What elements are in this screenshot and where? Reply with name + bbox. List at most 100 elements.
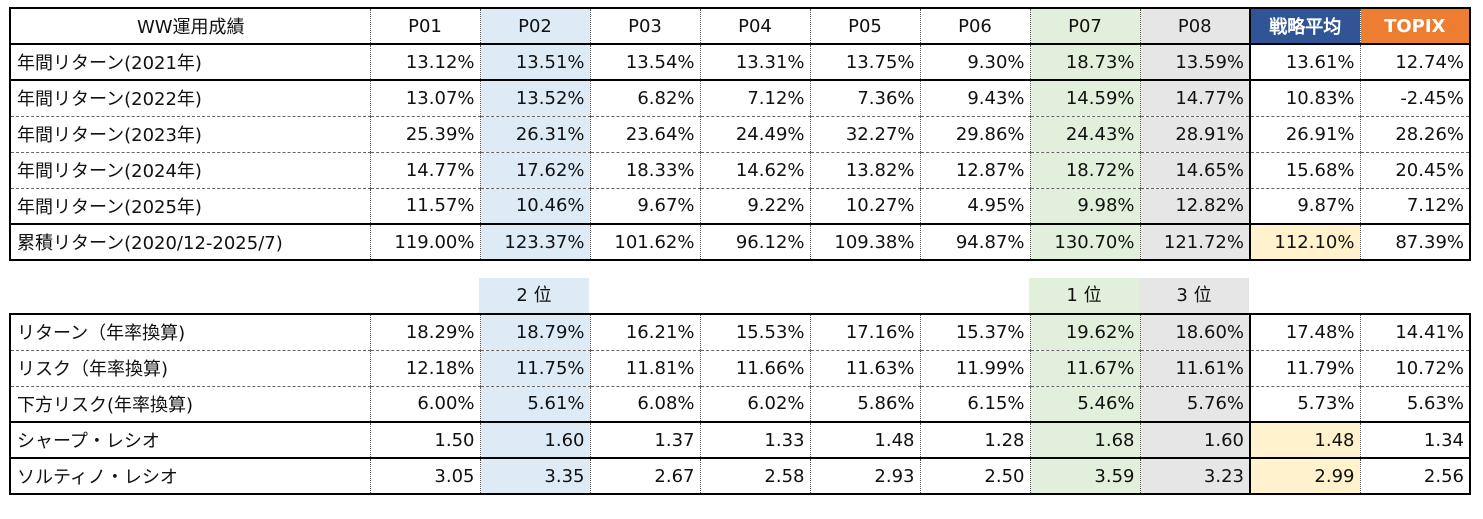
- table-cell: 112.10%: [1249, 223, 1360, 261]
- row-label: ソルティノ・レシオ: [9, 458, 370, 495]
- table-cell: 10.27%: [809, 188, 920, 225]
- header-strategy-average: 戦略平均: [1249, 7, 1360, 45]
- table-cell: 2.99: [1249, 458, 1360, 495]
- table-cell: 5.46%: [1029, 386, 1140, 423]
- table-cell: 87.39%: [1359, 223, 1471, 261]
- table-cell: 5.73%: [1249, 386, 1360, 423]
- table-cell: 18.29%: [369, 313, 480, 351]
- table-cell: 19.62%: [1029, 313, 1140, 351]
- table-cell: 14.65%: [1139, 152, 1250, 189]
- table-row: 年間リターン(2021年) 13.12% 13.51% 13.54% 13.31% 13.…: [9, 43, 1471, 81]
- table-cell: 1.33: [699, 421, 810, 459]
- table-cell: 3.05: [369, 458, 480, 495]
- risk-table: リターン（年率換算) 18.29% 18.79% 16.21% 15.53% 17.16%…: [9, 313, 1471, 495]
- table-cell: 101.62%: [589, 223, 700, 261]
- table-cell: 14.59%: [1029, 80, 1140, 117]
- table-cell: 5.63%: [1359, 386, 1471, 423]
- table-cell: 3.23: [1139, 458, 1250, 495]
- header-p08: P08: [1139, 7, 1250, 45]
- table-cell: 1.48: [809, 421, 920, 459]
- table-cell: 23.64%: [589, 116, 700, 153]
- table-cell: 130.70%: [1029, 223, 1140, 261]
- row-label: 年間リターン(2021年): [9, 43, 370, 81]
- header-p04: P04: [699, 7, 810, 45]
- table-cell: 7.12%: [1359, 188, 1471, 225]
- table-cell: 96.12%: [699, 223, 810, 261]
- header-row: WW運用成績 P01 P02 P03 P04 P05 P06 P07 P08 戦…: [9, 7, 1471, 45]
- table-cell: 2.50: [919, 458, 1030, 495]
- table-cell: 1.48: [1249, 421, 1360, 459]
- row-label: 累積リターン(2020/12-2025/7): [9, 223, 370, 261]
- table-cell: 26.31%: [479, 116, 590, 153]
- rank-p07: 1 位: [1029, 278, 1139, 313]
- rank-row: 2 位 1 位 3 位: [9, 278, 1475, 313]
- table-cell: 1.28: [919, 421, 1030, 459]
- table-cell: 13.82%: [809, 152, 920, 189]
- performance-table: WW運用成績 P01 P02 P03 P04 P05 P06 P07 P08 戦…: [9, 7, 1471, 261]
- table-cell: 28.26%: [1359, 116, 1471, 153]
- table-cell: 14.41%: [1359, 313, 1471, 351]
- header-p03: P03: [589, 7, 700, 45]
- table-cell: 1.34: [1359, 421, 1471, 459]
- table-cell: 18.73%: [1029, 43, 1140, 81]
- table-cell: 10.72%: [1359, 350, 1471, 387]
- table-cell: 119.00%: [369, 223, 480, 261]
- table-row: ソルティノ・レシオ 3.05 3.35 2.67 2.58 2.93 2.50 3.59 3.2…: [9, 458, 1471, 495]
- table-cell: 10.83%: [1249, 80, 1360, 117]
- table-cell: 25.39%: [369, 116, 480, 153]
- table-cell: 13.07%: [369, 80, 480, 117]
- table-cell: 2.93: [809, 458, 920, 495]
- table-cell: 6.08%: [589, 386, 700, 423]
- table-cell: 12.74%: [1359, 43, 1471, 81]
- table-cell: 9.87%: [1249, 188, 1360, 225]
- table-cell: 5.86%: [809, 386, 920, 423]
- table-cell: 109.38%: [809, 223, 920, 261]
- row-label: 年間リターン(2024年): [9, 152, 370, 189]
- table-cell: 9.98%: [1029, 188, 1140, 225]
- rank-p08: 3 位: [1139, 278, 1249, 313]
- row-label: 年間リターン(2025年): [9, 188, 370, 225]
- table-row: シャープ・レシオ 1.50 1.60 1.37 1.33 1.48 1.28 1.68 1.60…: [9, 421, 1471, 459]
- table-cell: 3.35: [479, 458, 590, 495]
- table-cell: 20.45%: [1359, 152, 1471, 189]
- table-cell: 11.57%: [369, 188, 480, 225]
- table-cell: 4.95%: [919, 188, 1030, 225]
- row-label: リスク（年率換算): [9, 350, 370, 387]
- table-cell: 94.87%: [919, 223, 1030, 261]
- table-cell: 14.77%: [1139, 80, 1250, 117]
- header-p05: P05: [809, 7, 920, 45]
- table-cell: 3.59: [1029, 458, 1140, 495]
- table-cell: 14.62%: [699, 152, 810, 189]
- table-cell: 26.91%: [1249, 116, 1360, 153]
- table-cell: 18.33%: [589, 152, 700, 189]
- table-cell: 9.67%: [589, 188, 700, 225]
- table-cell: 28.91%: [1139, 116, 1250, 153]
- table-row: リスク（年率換算) 12.18% 11.75% 11.81% 11.66% 11.63% 1…: [9, 350, 1471, 387]
- table-cell: 1.50: [369, 421, 480, 459]
- table-cell: 12.87%: [919, 152, 1030, 189]
- table-cell: 2.56: [1359, 458, 1471, 495]
- table-cell: 1.60: [1139, 421, 1250, 459]
- row-label: 年間リターン(2023年): [9, 116, 370, 153]
- table-cell: 11.79%: [1249, 350, 1360, 387]
- table-cell: 5.61%: [479, 386, 590, 423]
- table-cell: 13.61%: [1249, 43, 1360, 81]
- table-cell: 123.37%: [479, 223, 590, 261]
- header-p01: P01: [369, 7, 480, 45]
- table-cell: 11.61%: [1139, 350, 1250, 387]
- table-cell: 15.68%: [1249, 152, 1360, 189]
- table-cell: 24.49%: [699, 116, 810, 153]
- table-cell: 32.27%: [809, 116, 920, 153]
- table-row: リターン（年率換算) 18.29% 18.79% 16.21% 15.53% 17.16%…: [9, 313, 1471, 351]
- table-cell: 24.43%: [1029, 116, 1140, 153]
- table-cell: 9.43%: [919, 80, 1030, 117]
- table-cell: 2.67: [589, 458, 700, 495]
- table-cell: 11.75%: [479, 350, 590, 387]
- table-cell: 13.54%: [589, 43, 700, 81]
- table-cell: 13.52%: [479, 80, 590, 117]
- table-cell: 9.22%: [699, 188, 810, 225]
- table-cell: 29.86%: [919, 116, 1030, 153]
- table-cell: 17.48%: [1249, 313, 1360, 351]
- table-cell: 16.21%: [589, 313, 700, 351]
- row-label: リターン（年率換算): [9, 313, 370, 351]
